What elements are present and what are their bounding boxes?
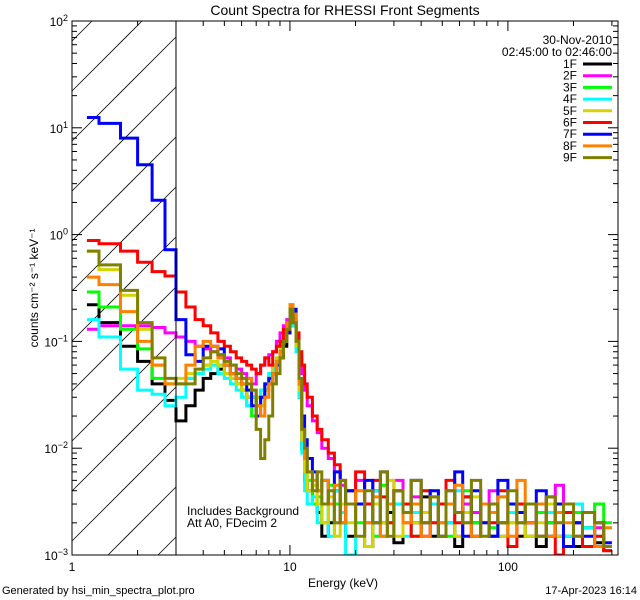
plot-frame (71, 20, 619, 556)
legend-label: 6F (563, 116, 577, 130)
y-tick-exponent: 0 (63, 227, 68, 237)
legend-label: 1F (563, 57, 577, 71)
y-tick-exponent: −1 (58, 333, 68, 343)
legend-label: 3F (563, 80, 577, 94)
y-tick-label: 10−2 (44, 440, 68, 456)
hatch-line (71, 436, 177, 542)
y-tick-label: 10−3 (44, 547, 68, 563)
y-tick-exponent: 1 (63, 120, 68, 130)
x-tick-label: 10 (283, 560, 297, 574)
legend-header: 02:45:00 to 02:46:00 (502, 45, 612, 59)
chart-title: Count Spectra for RHESSI Front Segments (210, 2, 479, 18)
y-tick-base: 10 (44, 335, 58, 349)
series-line-1F (86, 303, 612, 553)
x-tick-label: 1 (69, 560, 76, 574)
hatch-line (71, 20, 143, 92)
y-tick-label: 10−1 (44, 333, 68, 349)
series-line-4F (86, 312, 612, 555)
y-tick-label: 101 (50, 120, 68, 136)
y-tick-base: 10 (44, 549, 58, 563)
hatch-line (71, 336, 177, 442)
annotation-attenuator: Att A0, FDecim 2 (187, 516, 277, 530)
y-tick-exponent: 2 (63, 13, 68, 23)
legend-label: 5F (563, 104, 577, 118)
excluded-energy-hatch (71, 20, 177, 556)
footer-timestamp: 17-Apr-2023 16:14 (545, 585, 637, 597)
legend-label: 2F (563, 69, 577, 83)
legend-label: 9F (563, 151, 577, 165)
y-tick-base: 10 (50, 229, 64, 243)
x-axis-label: Energy (keV) (308, 576, 378, 590)
y-tick-base: 10 (50, 122, 64, 136)
y-tick-exponent: −2 (58, 440, 68, 450)
y-tick-base: 10 (44, 442, 58, 456)
series-line-8F (86, 275, 612, 548)
hatch-line (71, 36, 177, 142)
legend-label: 7F (563, 127, 577, 141)
y-tick-label: 102 (50, 13, 68, 29)
legend-label: 4F (563, 92, 577, 106)
series-line-9F (86, 249, 612, 548)
x-tick-label: 100 (498, 560, 518, 574)
y-tick-base: 10 (50, 15, 64, 29)
hatch-line (71, 286, 177, 392)
hatch-line (71, 136, 177, 242)
hatch-line (157, 536, 177, 556)
hatch-line (71, 386, 177, 492)
series-group (86, 116, 612, 555)
footer-generated-by: Generated by hsi_min_spectra_plot.pro (2, 585, 195, 597)
hatch-line (71, 186, 177, 292)
y-axis-label: counts cm⁻² s⁻¹ keV⁻¹ (27, 228, 41, 347)
legend-label: 8F (563, 139, 577, 153)
legend-header: 30-Nov-2010 (543, 33, 613, 47)
annotation-background: Includes Background (187, 504, 299, 518)
y-tick-label: 100 (50, 227, 68, 243)
hatch-line (107, 486, 177, 556)
y-tick-exponent: −3 (58, 547, 68, 557)
